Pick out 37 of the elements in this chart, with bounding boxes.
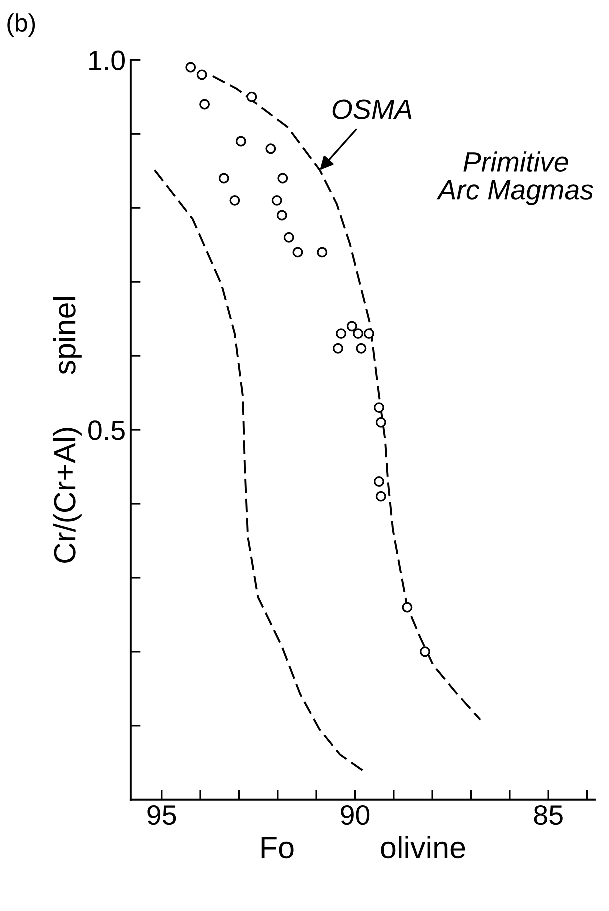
point [278, 173, 288, 184]
x-axis-title: Fo olivine [262, 836, 466, 859]
point [353, 328, 364, 340]
point [346, 321, 358, 332]
text: (b) [8, 14, 36, 37]
x-tick-label: 85 [534, 805, 563, 826]
point [186, 62, 196, 73]
point [266, 144, 276, 154]
x-tick-label: 90 [341, 805, 370, 826]
y-tick-label: 0.5 [88, 420, 125, 440]
point [218, 173, 230, 184]
point [246, 92, 258, 102]
point [292, 247, 304, 258]
point [200, 99, 210, 110]
point [374, 402, 384, 414]
point [376, 491, 386, 502]
point [276, 210, 288, 221]
y-axis-title: Cr/(Cr+Al) spinel [53, 297, 82, 563]
annotation: OSMA [332, 100, 412, 120]
point [356, 343, 367, 354]
point [196, 70, 208, 80]
point [272, 195, 282, 206]
line-series [154, 169, 364, 772]
point [336, 328, 347, 340]
point [376, 417, 386, 428]
point [420, 646, 430, 658]
point [374, 476, 384, 487]
x-tick-label: 95 [148, 805, 176, 826]
point [402, 602, 413, 613]
point [364, 328, 374, 340]
y-tick-label: 1.0 [90, 50, 125, 70]
annotation: Primitive Arc Magmas [436, 152, 594, 206]
point [317, 247, 328, 258]
point [236, 136, 246, 147]
point [332, 343, 344, 354]
point [230, 195, 240, 206]
point [284, 232, 294, 243]
